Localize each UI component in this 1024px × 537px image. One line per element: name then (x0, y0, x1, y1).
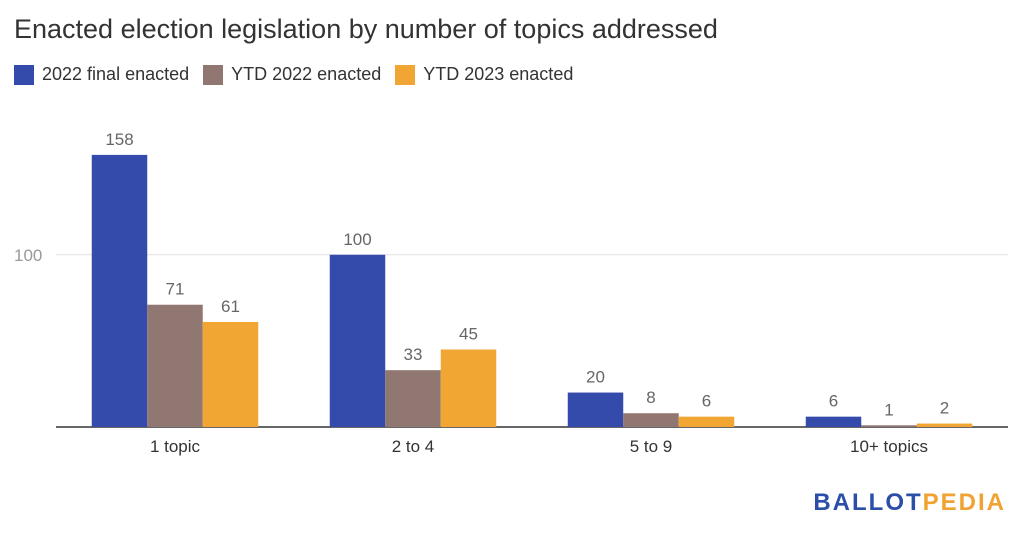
data-label: 71 (166, 280, 185, 299)
bar (861, 425, 917, 427)
x-tick-label: 5 to 9 (630, 437, 673, 456)
data-label: 100 (343, 230, 371, 249)
y-tick-label: 100 (14, 246, 42, 265)
legend-swatch (14, 64, 34, 85)
chart-title: Enacted election legislation by number o… (14, 14, 718, 44)
data-label: 20 (586, 368, 605, 387)
legend-label: YTD 2023 enacted (423, 64, 574, 84)
data-label: 6 (702, 392, 711, 411)
logo-text-ballot: BALLOT (813, 489, 923, 516)
legend-item-2022-final: 2022 final enacted (14, 64, 189, 85)
legend-swatch (395, 64, 416, 85)
bar (440, 349, 497, 427)
bar (805, 416, 862, 427)
data-label: 8 (646, 388, 655, 407)
bar (202, 321, 259, 427)
legend: 2022 final enacted YTD 2022 enacted YTD … (14, 64, 587, 85)
ballotpedia-logo: BALLOTPEDIA (813, 489, 1006, 517)
x-tick-label: 10+ topics (850, 437, 928, 456)
bar (329, 254, 386, 427)
bar (678, 416, 735, 427)
bar (91, 154, 148, 427)
x-tick-label: 1 topic (150, 437, 201, 456)
data-label: 158 (105, 130, 133, 149)
bar (623, 413, 679, 427)
data-label: 2 (940, 399, 949, 418)
data-label: 61 (221, 297, 240, 316)
data-label: 33 (404, 345, 423, 364)
legend-label: 2022 final enacted (42, 64, 190, 84)
bar (147, 304, 203, 427)
data-label: 6 (829, 392, 838, 411)
legend-item-ytd-2022: YTD 2022 enacted (203, 64, 381, 85)
legend-item-ytd-2023: YTD 2023 enacted (395, 64, 573, 85)
x-tick-label: 2 to 4 (392, 437, 435, 456)
bar (567, 392, 624, 427)
data-label: 1 (884, 400, 893, 419)
legend-label: YTD 2022 enacted (231, 64, 382, 84)
legend-swatch (203, 64, 224, 85)
logo-text-pedia: PEDIA (922, 489, 1006, 516)
data-label: 45 (459, 325, 478, 344)
bar (916, 423, 973, 427)
bar (385, 370, 441, 427)
